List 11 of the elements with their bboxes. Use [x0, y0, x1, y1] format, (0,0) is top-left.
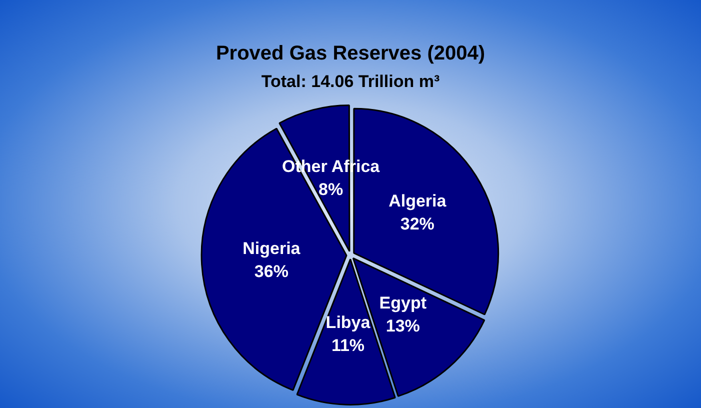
- data-label: 13%: [386, 316, 420, 336]
- chart-subtitle: Total: 14.06 Trillion m³: [261, 72, 440, 91]
- slice-label: Algeria: [388, 191, 447, 210]
- data-label: 36%: [254, 262, 288, 281]
- data-label: 8%: [318, 180, 344, 200]
- slice-label: Libya: [326, 313, 371, 332]
- slice-label: Egypt: [379, 293, 427, 312]
- data-label: 32%: [400, 214, 434, 234]
- data-label: 11%: [331, 336, 365, 356]
- chart-title: Proved Gas Reserves (2004): [216, 42, 486, 65]
- slice-label: Nigeria: [242, 238, 301, 258]
